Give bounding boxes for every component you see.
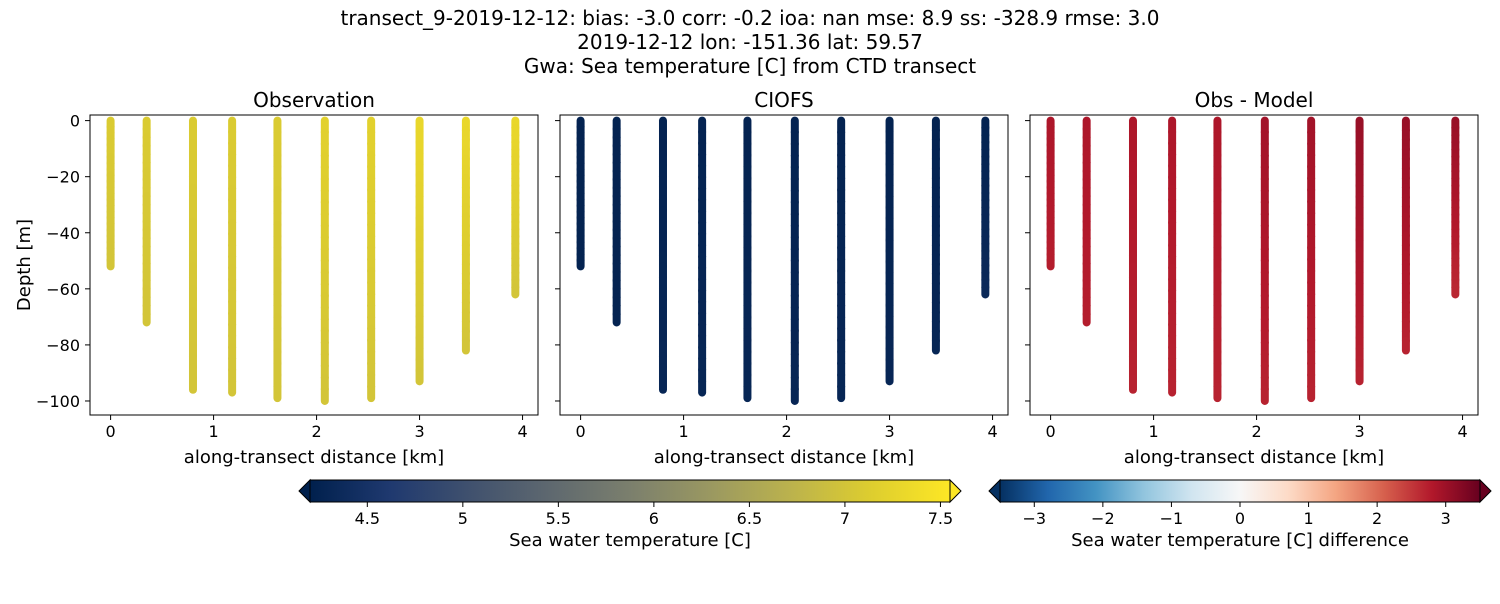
cbar-tick-label: −2 [1091, 509, 1115, 528]
xtick-label: 2 [781, 422, 791, 441]
cbar-tick-label: 3 [1441, 509, 1451, 528]
xtick-label: 2 [311, 422, 321, 441]
ytick-label: −40 [46, 224, 80, 243]
axes-frame [1030, 115, 1478, 415]
cbar-tick-label: 4.5 [355, 509, 380, 528]
cbar-tick-label: 7 [840, 509, 850, 528]
xtick-label: 0 [576, 422, 586, 441]
cbar-tick-label: 6.5 [737, 509, 762, 528]
ytick-label: −80 [46, 336, 80, 355]
cbar-tick-label: 6 [649, 509, 659, 528]
xtick-label: 3 [414, 422, 424, 441]
panel-title-diff: Obs - Model [1195, 88, 1314, 112]
ytick-label: −20 [46, 168, 80, 187]
panel-obs: Observation 0 1 2 3 4 −100 −80 −60 −40 −20 0 along-t… [14, 88, 538, 468]
xtick-label: 3 [884, 422, 894, 441]
xtick-label: 2 [1251, 422, 1261, 441]
cbar-label: Sea water temperature [C] [509, 530, 751, 551]
figure-title-line2: 2019-12-12 lon: -151.36 lat: 59.57 [0, 30, 1500, 54]
xtick-label: 1 [1148, 422, 1158, 441]
xtick-label: 0 [1046, 422, 1056, 441]
cbar-tick-label: 5 [458, 509, 468, 528]
cbar-tick-label: 1 [1303, 509, 1313, 528]
panel-title-model: CIOFS [754, 88, 813, 112]
figure-svg: Observation01234−100−80−60−40−200along-t… [0, 0, 1500, 600]
xlabel: along-transect distance [km] [1124, 447, 1384, 468]
ytick-label: −100 [36, 392, 80, 411]
panel-model: CIOFS 0 1 2 3 4 along-transect distance [km] [555, 88, 1008, 468]
xtick-label: 4 [517, 422, 527, 441]
cbar-tick-label: 2 [1372, 509, 1382, 528]
xtick-label: 3 [1354, 422, 1364, 441]
xlabel: along-transect distance [km] [654, 447, 914, 468]
panel-diff: Obs - Model 0 1 2 3 4 along-transect distance … [1025, 88, 1478, 468]
xtick-label: 4 [987, 422, 997, 441]
cbar-tick-label: 0 [1235, 509, 1245, 528]
panel-title-obs: Observation [253, 88, 375, 112]
xtick-label: 0 [106, 422, 116, 441]
figure-title-line3: Gwa: Sea temperature [C] from CTD transe… [0, 54, 1500, 78]
xtick-label: 1 [678, 422, 688, 441]
axes-frame [560, 115, 1008, 415]
ytick-label: 0 [70, 112, 80, 131]
axes-frame [90, 115, 538, 415]
xtick-label: 4 [1457, 422, 1467, 441]
colorbar-temp: 4.5 5 5.5 6 6.5 7 7.5 Sea water temperature [C] [299, 480, 961, 551]
ylabel: Depth [m] [14, 219, 35, 311]
cbar-label: Sea water temperature [C] difference [1071, 530, 1409, 551]
cbar-tick-label: 7.5 [928, 509, 953, 528]
cbar-tick-label: −1 [1160, 509, 1184, 528]
figure-title-line1: transect_9-2019-12-12: bias: -3.0 corr: … [0, 6, 1500, 30]
colorbar-diff: −3 −2 −1 0 1 2 3 Sea water temperature [C] diff… [989, 480, 1491, 551]
xtick-label: 1 [208, 422, 218, 441]
ytick-label: −60 [46, 280, 80, 299]
cbar-tick-label: −3 [1022, 509, 1046, 528]
cbar-tick-label: 5.5 [546, 509, 571, 528]
xlabel: along-transect distance [km] [184, 447, 444, 468]
